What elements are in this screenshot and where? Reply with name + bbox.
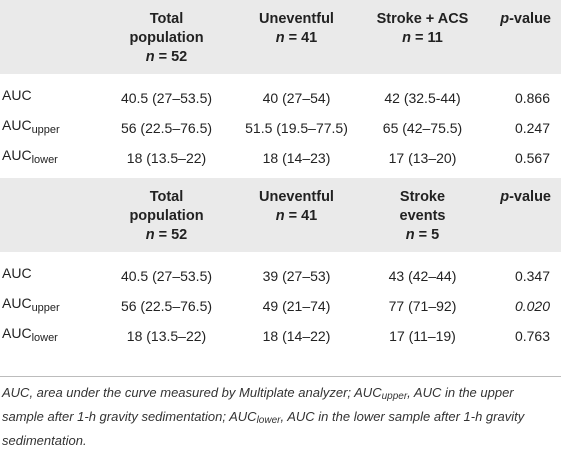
cell-p-value: 0.866 [514,89,550,106]
cell-events: 42 (32.5-44) [384,89,461,106]
panel-1-header-row: Total population n = 52 Uneventful n = 4… [0,0,561,74]
table-row: AUCupper 56 (22.5–76.5) 49 (21–74) 77 (7… [0,291,561,321]
cell-total: 40.5 (27–53.5) [120,89,213,106]
header-stroke-acs: Stroke + ACS n = 11 [376,11,469,46]
cell-events: 17 (11–19) [389,327,456,344]
row-label: AUCupper [2,295,60,314]
row-label: AUC [2,265,32,281]
row-label: AUClower [2,147,58,166]
cell-total: 40.5 (27–53.5) [120,267,213,284]
cell-p-value: 0.347 [514,267,550,284]
header-p-value: p-value [500,11,551,27]
header-total-population: Total population n = 52 [129,189,204,243]
cell-uneventful: 51.5 (19.5–77.5) [245,119,348,136]
table-footnote: AUC, area under the curve measured by Mu… [0,376,561,451]
auc-results-table: Total population n = 52 Uneventful n = 4… [0,0,561,356]
cell-uneventful: 39 (27–53) [262,267,331,284]
row-label: AUC [2,87,32,103]
row-label: AUCupper [2,117,60,136]
cell-total: 56 (22.5–76.5) [120,297,213,314]
row-label: AUClower [2,325,58,344]
cell-total: 18 (13.5–22) [126,149,207,166]
header-empty-cell [0,178,100,252]
panel-2-header-row: Total population n = 52 Uneventful n = 4… [0,178,561,252]
table-row: AUCupper 56 (22.5–76.5) 51.5 (19.5–77.5)… [0,113,561,143]
cell-total: 56 (22.5–76.5) [120,119,213,136]
cell-total: 18 (13.5–22) [126,327,207,344]
header-p-value: p-value [500,189,551,205]
header-empty-cell [0,0,100,74]
cell-p-value: 0.020 [514,297,550,314]
cell-p-value: 0.247 [514,119,550,136]
cell-events: 17 (13–20) [388,149,457,166]
cell-p-value: 0.763 [514,327,550,344]
header-total-population: Total population n = 52 [129,11,204,65]
table-row: AUC 40.5 (27–53.5) 39 (27–53) 43 (42–44)… [0,252,561,291]
header-uneventful: Uneventful n = 41 [259,11,334,46]
cell-events: 65 (42–75.5) [382,119,463,136]
table-row: AUC 40.5 (27–53.5) 40 (27–54) 42 (32.5-4… [0,74,561,113]
cell-uneventful: 18 (14–23) [262,149,331,166]
cell-events: 43 (42–44) [388,267,457,284]
cell-events: 77 (71–92) [388,297,457,314]
cell-uneventful: 18 (14–22) [262,327,331,344]
header-uneventful: Uneventful n = 41 [259,189,334,224]
cell-p-value: 0.567 [514,149,550,166]
cell-uneventful: 49 (21–74) [262,297,331,314]
table-row: AUClower 18 (13.5–22) 18 (14–22) 17 (11–… [0,321,561,356]
header-stroke-events: Stroke events n = 5 [399,189,446,243]
cell-uneventful: 40 (27–54) [262,89,331,106]
table-row: AUClower 18 (13.5–22) 18 (14–23) 17 (13–… [0,143,561,178]
